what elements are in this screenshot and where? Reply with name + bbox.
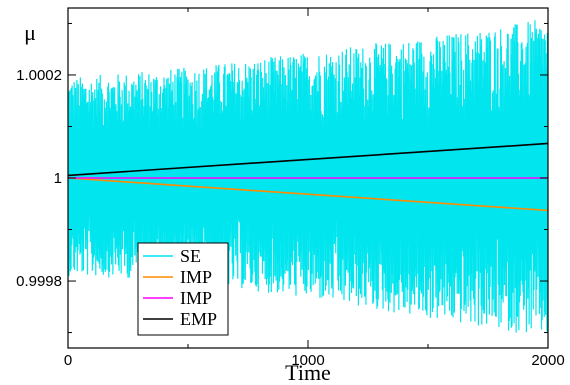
legend-label: IMP — [180, 267, 212, 287]
axes: 0 1000 2000 0.9998 1 1.0002 Time μ — [16, 7, 565, 385]
y-tick-label: 0.9998 — [16, 273, 62, 290]
legend-label: EMP — [180, 309, 217, 329]
y-tick-label: 1.0002 — [16, 67, 62, 84]
x-tick-label: 0 — [64, 352, 72, 369]
legend-label: SE — [180, 246, 201, 266]
series-line-imp-1 — [68, 177, 548, 212]
x-tick-label: 1000 — [291, 352, 324, 369]
series-line-se-0 — [68, 20, 548, 333]
y-tick-label: 1 — [54, 170, 62, 187]
plot-clip-group — [68, 20, 548, 333]
legend-label: IMP — [180, 288, 212, 308]
plot-area — [68, 20, 548, 333]
series-line-emp-3 — [68, 142, 548, 177]
y-axis-title: μ — [24, 20, 36, 45]
x-axis-title: Time — [285, 360, 331, 385]
x-tick-label: 2000 — [531, 352, 564, 369]
